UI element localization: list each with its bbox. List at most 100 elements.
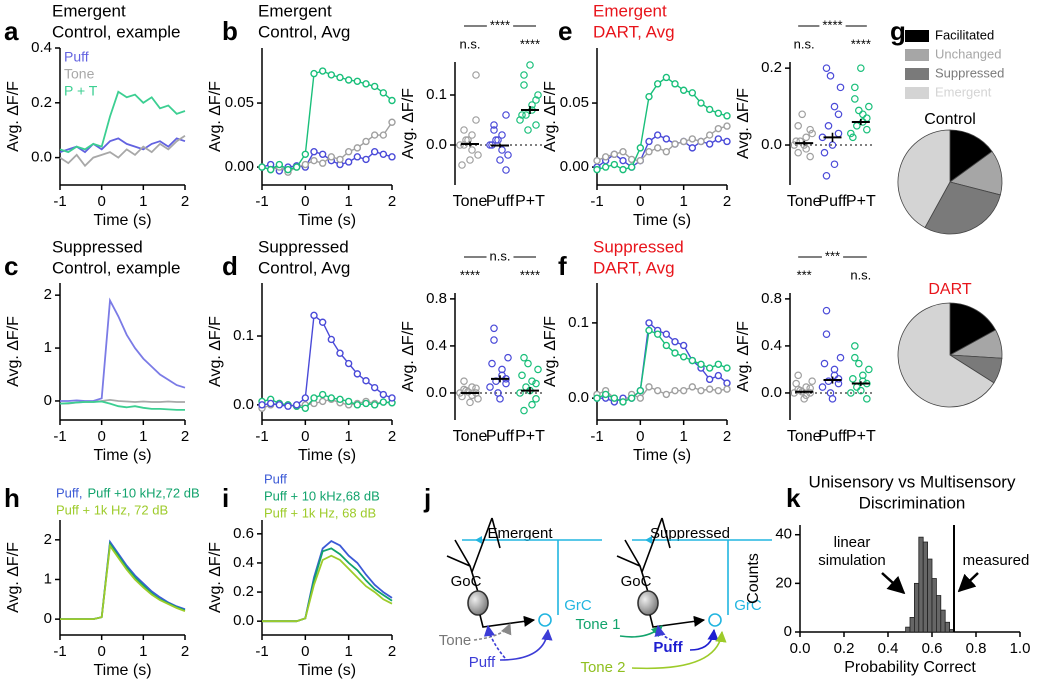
data-point bbox=[370, 401, 379, 409]
data-point bbox=[496, 156, 504, 164]
data-point bbox=[502, 111, 510, 119]
legend-swatch bbox=[905, 49, 929, 61]
chart-title: DART, Avg bbox=[593, 258, 675, 277]
legend-entry: Puff + 1k Hz, 68 dB bbox=[264, 505, 376, 520]
legend-entry: Puff, bbox=[56, 485, 83, 500]
x-tick-label: 0 bbox=[97, 193, 105, 210]
x-tick-label: 0 bbox=[301, 643, 309, 660]
data-point bbox=[336, 395, 344, 404]
data-point bbox=[344, 76, 353, 84]
data-point bbox=[362, 137, 370, 146]
data-point bbox=[327, 153, 336, 161]
data-point bbox=[836, 353, 845, 362]
data-point bbox=[847, 389, 855, 397]
x-tick-label: 1 bbox=[344, 193, 352, 210]
goc-cell bbox=[637, 590, 659, 616]
data-point bbox=[498, 146, 506, 154]
data-point bbox=[528, 377, 536, 385]
data-point bbox=[645, 92, 653, 101]
x-tick-label: 2 bbox=[388, 193, 396, 210]
data-point bbox=[466, 156, 474, 164]
x-axis-label: Time (s) bbox=[633, 447, 691, 464]
y-axis-label: Avg. ΔF/F bbox=[542, 81, 559, 152]
panel-letter: k bbox=[786, 483, 801, 513]
data-point bbox=[610, 150, 619, 158]
goc-label: GoC bbox=[451, 573, 482, 590]
data-point bbox=[834, 110, 843, 119]
x-tick-label: 2 bbox=[723, 428, 731, 445]
data-point bbox=[472, 116, 480, 124]
y-tick-label: 0.0 bbox=[761, 384, 782, 401]
significance: **** bbox=[490, 17, 510, 32]
data-point bbox=[353, 370, 362, 378]
data-point bbox=[520, 406, 528, 415]
data-point bbox=[855, 359, 863, 368]
data-point bbox=[520, 353, 528, 362]
data-point bbox=[610, 160, 619, 169]
data-point bbox=[619, 148, 627, 156]
pie-label: DART bbox=[928, 281, 971, 298]
puff-input bbox=[689, 628, 719, 651]
legend-entry: Puff +10 kHz,72 dB bbox=[88, 485, 200, 500]
x-axis-label: Time (s) bbox=[298, 212, 356, 229]
data-point bbox=[379, 390, 388, 399]
data-point bbox=[310, 311, 318, 320]
data-point bbox=[362, 377, 370, 385]
data-point bbox=[379, 398, 388, 406]
panel-letter: j bbox=[423, 483, 431, 513]
data-point bbox=[714, 109, 723, 117]
y-tick-label: 0.1 bbox=[233, 327, 254, 344]
series-line bbox=[60, 541, 186, 620]
goc-axon bbox=[479, 614, 536, 628]
series-line bbox=[596, 134, 728, 168]
data-point bbox=[494, 389, 502, 397]
data-point bbox=[671, 349, 679, 357]
tone1-input bbox=[619, 625, 663, 638]
chart-title: Discrimination bbox=[859, 493, 966, 512]
x-tick-label: 1 bbox=[679, 193, 687, 210]
y-tick-label: 0.00 bbox=[225, 158, 254, 175]
data-point bbox=[528, 101, 536, 109]
data-point bbox=[806, 152, 814, 161]
y-tick-label: 0.05 bbox=[560, 94, 589, 111]
data-point bbox=[662, 390, 671, 399]
chart-title: Suppressed bbox=[258, 237, 349, 256]
data-point bbox=[524, 126, 532, 134]
data-point bbox=[802, 383, 810, 391]
x-tick-label: 1 bbox=[139, 643, 147, 660]
data-point bbox=[619, 398, 627, 406]
x-axis-label: Time (s) bbox=[93, 212, 151, 229]
x-tick-label: P+T bbox=[515, 193, 545, 210]
data-point bbox=[705, 140, 714, 148]
panel-letter: a bbox=[4, 16, 19, 46]
bar bbox=[909, 617, 915, 633]
data-point bbox=[504, 353, 512, 362]
data-point bbox=[532, 96, 540, 104]
data-point bbox=[671, 386, 679, 395]
legend-entry: Tone bbox=[64, 66, 95, 82]
x-tick-label: P+T bbox=[515, 428, 545, 445]
tone2-input bbox=[631, 630, 727, 670]
data-point bbox=[851, 95, 859, 103]
series-line bbox=[596, 125, 728, 162]
data-point bbox=[653, 386, 662, 395]
data-point bbox=[849, 133, 857, 142]
data-point bbox=[818, 383, 827, 391]
legend-entry: Puff bbox=[264, 471, 287, 486]
x-axis-label: Probability Correct bbox=[844, 659, 976, 676]
data-point bbox=[645, 137, 653, 146]
data-point bbox=[327, 335, 336, 344]
data-point bbox=[301, 160, 310, 169]
data-point bbox=[379, 131, 388, 139]
data-point bbox=[486, 383, 494, 391]
data-point bbox=[802, 145, 810, 153]
x-tick-label: Tone bbox=[787, 193, 822, 210]
data-point bbox=[370, 82, 379, 91]
input-label: Tone 1 bbox=[575, 616, 620, 633]
data-point bbox=[498, 131, 506, 139]
data-point bbox=[863, 114, 871, 122]
x-tick-label: Tone bbox=[453, 428, 488, 445]
x-tick-label: 0 bbox=[636, 193, 644, 210]
data-point bbox=[688, 356, 697, 365]
significance: n.s. bbox=[460, 36, 481, 51]
